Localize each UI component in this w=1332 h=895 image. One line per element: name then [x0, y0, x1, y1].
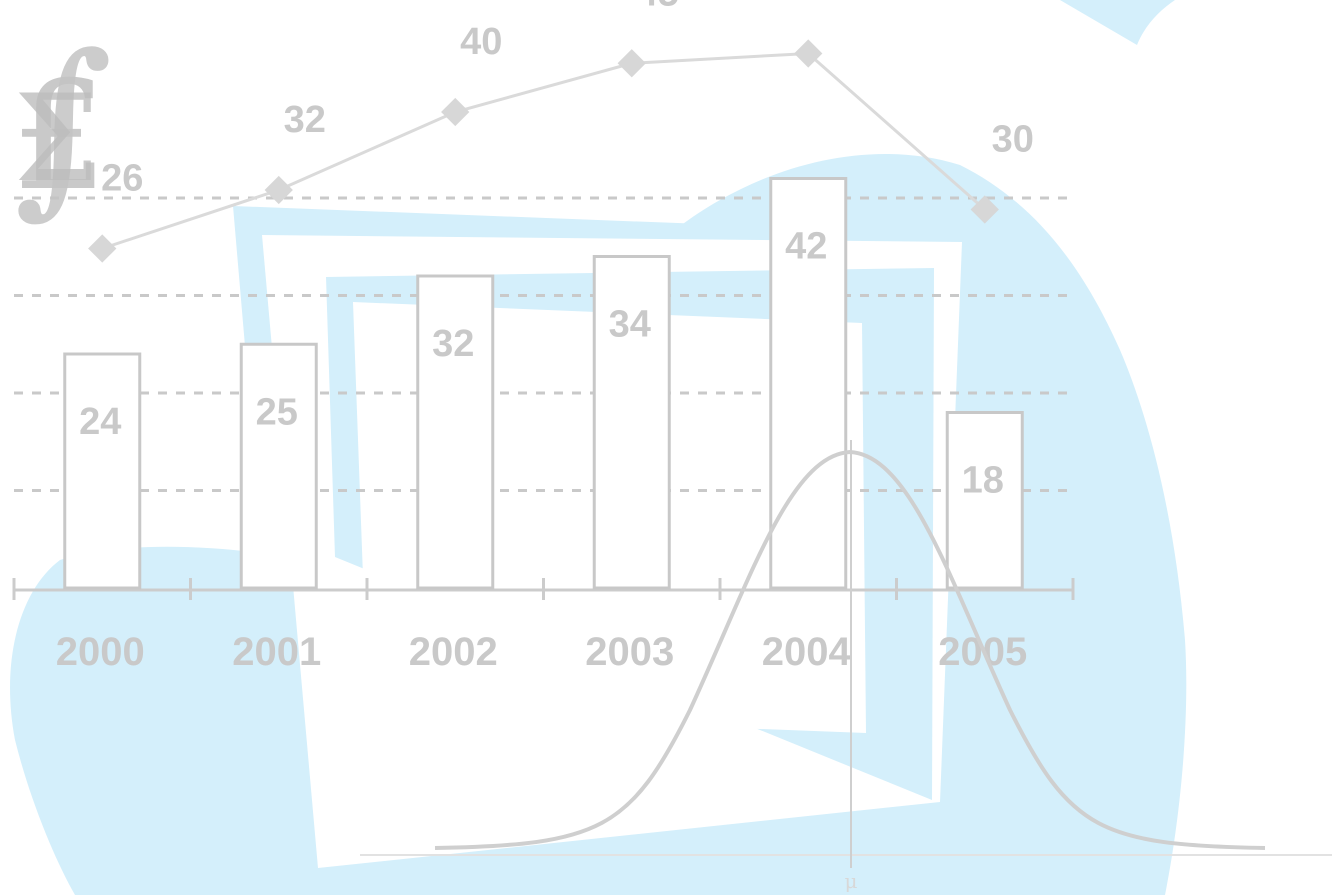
- category-label: 2004: [762, 630, 852, 674]
- integral-sign-icon: ∫: [14, 14, 113, 235]
- line-value-label: 45: [637, 0, 679, 14]
- bar-value-label: 24: [79, 401, 121, 443]
- bar: [416, 274, 495, 590]
- grid-lines: [14, 196, 1068, 492]
- bar-value-label: 32: [432, 323, 474, 365]
- line-value-label: 40: [460, 21, 502, 63]
- category-labels: 2000 2001 2002 2003 2004 2005: [56, 630, 1027, 674]
- bar-value-label: 34: [609, 304, 651, 346]
- line-value-label: 30: [992, 119, 1034, 161]
- category-label: 2000: [56, 630, 145, 674]
- category-label: 2002: [409, 630, 498, 674]
- sigma-sign-icon: Σ: [14, 70, 99, 209]
- line-marker: [794, 39, 823, 68]
- line-value-label: 26: [101, 158, 143, 200]
- line-marker: [264, 175, 293, 205]
- line-marker: [88, 234, 117, 263]
- bar-series: [63, 177, 1024, 590]
- line-value-label: 46: [813, 0, 855, 5]
- mu-symbol: μ: [845, 869, 858, 893]
- bar: [945, 411, 1024, 590]
- pound-sign-icon: £: [12, 50, 107, 224]
- bar-value-label: 42: [785, 226, 827, 268]
- bar-value-labels: 24 25 32 34 42 18: [79, 226, 1004, 502]
- series-line: [101, 51, 986, 250]
- bar-value-label: 25: [256, 391, 298, 433]
- category-label: 2003: [585, 630, 674, 674]
- line-value-labels: 26 32 40 45 46 30: [101, 0, 1034, 200]
- line-series: [88, 39, 999, 263]
- x-axis-ticks: [12, 578, 1075, 600]
- line-marker: [441, 97, 470, 127]
- math-glyphs: £ ∫ Σ: [12, 14, 113, 235]
- line-marker: [970, 195, 999, 224]
- background-swoosh: [1060, 0, 1175, 45]
- bar: [592, 255, 671, 590]
- normal-curve-overlay: μ: [360, 440, 1332, 893]
- line-marker: [617, 49, 646, 78]
- bar-value-label: 18: [962, 460, 1004, 502]
- power-button: [371, 766, 417, 812]
- bar: [63, 352, 142, 590]
- bar: [769, 177, 848, 590]
- x-axis: [12, 578, 1075, 600]
- category-label: 2001: [232, 630, 321, 674]
- bar: [239, 342, 318, 590]
- line-value-label: 32: [284, 99, 326, 141]
